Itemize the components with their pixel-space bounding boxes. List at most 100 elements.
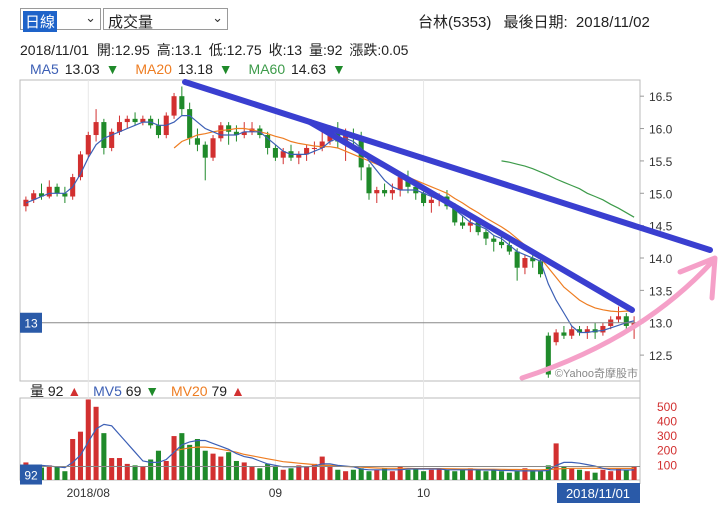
price-tick-label: 16.5 bbox=[649, 90, 673, 104]
candle-body bbox=[467, 222, 473, 226]
candle-body bbox=[218, 125, 224, 139]
candle-body bbox=[187, 109, 193, 139]
candle-body bbox=[124, 118, 130, 123]
price-tick-label: 13.0 bbox=[649, 317, 673, 331]
volume-bar bbox=[413, 468, 419, 480]
indicator-select-value: 成交量 bbox=[108, 14, 154, 31]
volume-bar bbox=[85, 399, 91, 480]
date-marker-label: 2018/11/01 bbox=[566, 486, 630, 501]
stock-header: 台林(5353) 最後日期: 2018/11/02 bbox=[418, 11, 650, 32]
candle-body bbox=[452, 206, 458, 223]
candle-body bbox=[319, 141, 325, 148]
volume-bar bbox=[101, 433, 107, 480]
candle-body bbox=[265, 135, 271, 148]
volume-bar bbox=[272, 466, 278, 480]
indicator-select[interactable]: 成交量 ⌄ bbox=[103, 8, 228, 31]
volume-bar bbox=[148, 459, 154, 480]
candle-body bbox=[382, 190, 388, 194]
ma-legend: MA5 13.03 ▼ MA20 13.18 ▼ MA60 14.63 ▼ bbox=[30, 61, 348, 77]
candle-body bbox=[428, 199, 434, 203]
volume-bar bbox=[343, 471, 349, 480]
volume-bar bbox=[608, 471, 614, 480]
candle-body bbox=[85, 135, 91, 155]
x-tick-label: 2018/08 bbox=[67, 486, 111, 500]
candle-body bbox=[179, 96, 185, 110]
volume-bar bbox=[537, 471, 544, 480]
volume-bar bbox=[600, 469, 606, 480]
volume-tick-label: 400 bbox=[657, 414, 677, 428]
volume-marker-label: 92 bbox=[24, 469, 38, 483]
volume-bar bbox=[374, 469, 380, 480]
candle-body bbox=[311, 147, 317, 149]
volume-bar bbox=[163, 460, 169, 480]
candle-body bbox=[623, 316, 629, 326]
volume-bar bbox=[62, 471, 68, 480]
candle-body bbox=[397, 177, 403, 191]
ma60-line bbox=[501, 160, 635, 218]
volume-bar bbox=[327, 466, 333, 480]
volume-bar bbox=[249, 466, 255, 480]
close-value: 13 bbox=[286, 42, 303, 58]
volume-legend: 量 92 ▲ MV5 69 ▼ MV20 79 ▲ bbox=[30, 381, 245, 401]
down-arrow-icon: ▼ bbox=[331, 61, 346, 77]
low-label: 低: bbox=[208, 42, 227, 58]
mv5-name: MV5 bbox=[93, 383, 122, 399]
candle-body bbox=[389, 190, 395, 194]
low-value: 12.75 bbox=[226, 42, 262, 58]
candle-body bbox=[46, 186, 52, 197]
x-tick-label: 09 bbox=[269, 486, 283, 500]
volume-bar bbox=[265, 463, 271, 480]
volume-bar bbox=[499, 471, 505, 480]
volume-bar bbox=[491, 469, 497, 480]
volume-bar bbox=[561, 466, 567, 480]
candle-body bbox=[537, 261, 544, 275]
up-arrow-icon: ▲ bbox=[230, 383, 245, 399]
mv20-name: MV20 bbox=[171, 383, 208, 399]
price-tick-label: 14.0 bbox=[649, 252, 673, 266]
open-value: 12.95 bbox=[114, 42, 150, 58]
candle-body bbox=[77, 154, 84, 178]
ohlc-readout: 2018/11/01 開:12.95 高:13.1 低:12.75 收:13 量… bbox=[20, 40, 408, 60]
ohlc-date: 2018/11/01 bbox=[20, 42, 90, 58]
last-date-value: 2018/11/02 bbox=[575, 14, 650, 31]
volume-bar bbox=[522, 468, 528, 480]
candle-body bbox=[553, 332, 559, 343]
candle-body bbox=[62, 193, 68, 197]
candle-body bbox=[569, 329, 575, 336]
candle-body bbox=[38, 193, 45, 197]
candle-body bbox=[241, 131, 247, 136]
x-tick-label: 10 bbox=[417, 486, 431, 500]
volume-bar bbox=[171, 436, 177, 480]
volume-bar bbox=[514, 471, 520, 480]
volume-bar bbox=[218, 456, 224, 480]
candle-body bbox=[584, 329, 590, 333]
period-select-value: 日線 bbox=[23, 11, 58, 32]
volume-tick-label: 100 bbox=[657, 458, 677, 472]
candle-body bbox=[140, 118, 146, 123]
volume-bar bbox=[366, 471, 372, 480]
volume-bar bbox=[54, 466, 60, 480]
volume-bar bbox=[304, 466, 310, 480]
volume-bar bbox=[460, 469, 466, 480]
ma5-value: 13.03 bbox=[64, 61, 100, 77]
candle-body bbox=[194, 138, 200, 145]
change-value: 0.05 bbox=[381, 42, 409, 58]
candle-body bbox=[600, 325, 606, 333]
volume-bar bbox=[553, 443, 559, 480]
candle-body bbox=[475, 222, 481, 233]
toolbar: 日線 ⌄ 成交量 ⌄ 台林(5353) 最後日期: 2018/11/02 bbox=[0, 0, 720, 40]
candle-body bbox=[576, 329, 583, 333]
price-tick-label: 15.0 bbox=[649, 187, 673, 201]
volume-bar bbox=[132, 465, 138, 480]
price-tick-label: 12.5 bbox=[649, 349, 673, 363]
candle-body bbox=[522, 258, 528, 268]
candle-body bbox=[93, 122, 99, 136]
candle-body bbox=[483, 232, 489, 239]
volume-bar bbox=[296, 465, 302, 480]
candle-body bbox=[202, 144, 208, 158]
volume-bar bbox=[70, 439, 76, 480]
volume-bar bbox=[421, 471, 427, 480]
vol-value: 92 bbox=[47, 383, 64, 399]
period-select[interactable]: 日線 ⌄ bbox=[20, 8, 101, 32]
